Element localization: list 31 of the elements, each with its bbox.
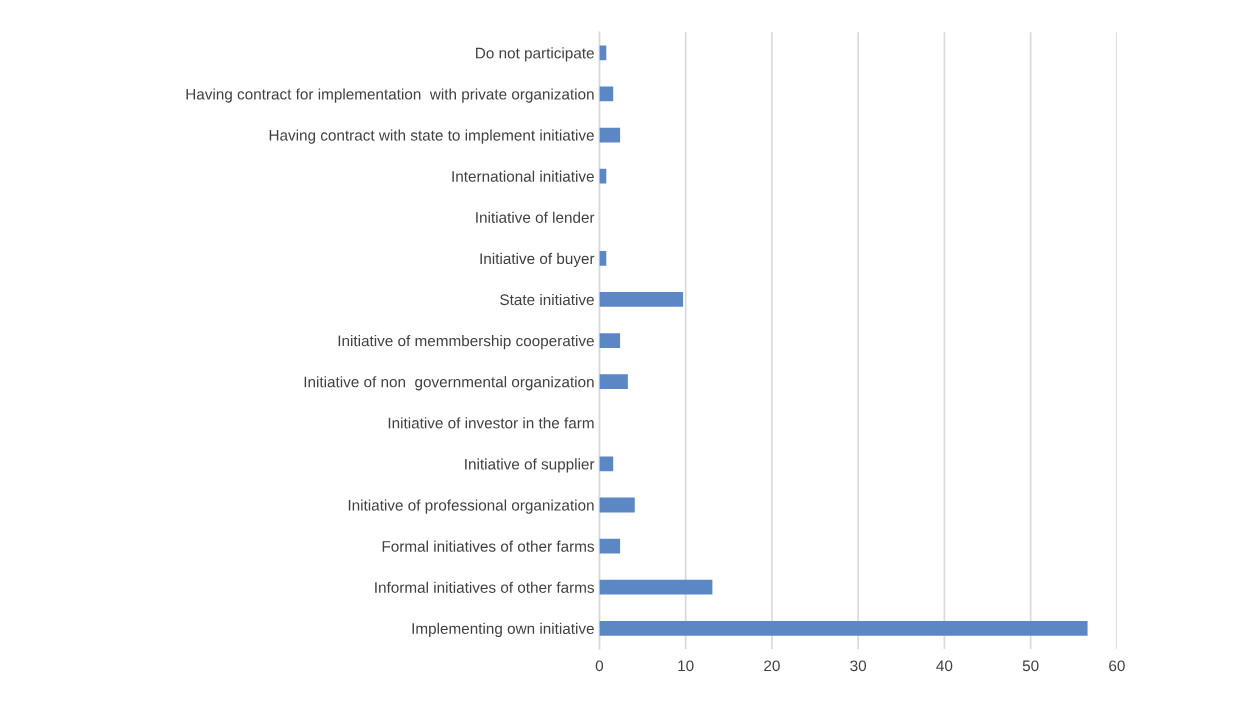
bar (599, 292, 684, 307)
x-tick-label: 0 (595, 660, 604, 672)
bar (599, 374, 628, 390)
y-tick-label: Initiative of memmbership cooperative (338, 335, 594, 350)
y-tick-label: Having contract with state to implement initiative (269, 129, 594, 144)
y-tick-label: Implementing own initiative (412, 622, 594, 638)
bar (599, 579, 713, 595)
bar (599, 497, 635, 513)
y-tick-label: Having contract for implementation with private organization (186, 88, 594, 103)
y-tick-label: Initiative of supplier (465, 458, 595, 473)
y-tick-label: Formal initiatives of other farms (382, 540, 594, 552)
x-tick-label: 30 (850, 660, 867, 672)
y-tick-label: International initiative (452, 170, 594, 182)
y-tick-label: Initiative of lender (476, 211, 595, 223)
bar (599, 538, 621, 554)
y-tick-label: State initiative (500, 293, 594, 306)
y-tick-label: Informal initiatives of other farms (375, 581, 595, 593)
bar (599, 333, 621, 348)
y-tick-label: Initiative of professional organization (348, 499, 594, 514)
x-tick-label: 10 (678, 660, 694, 672)
bar (599, 456, 614, 472)
y-tick-label: Initiative of buyer (480, 252, 595, 268)
y-tick-label: Do not participate (476, 47, 594, 62)
x-tick-label: 50 (1022, 660, 1039, 672)
y-tick-label: Initiative of investor in the farm (388, 417, 594, 429)
y-tick-label: Initiative of non governmental organization (304, 376, 594, 391)
x-tick-label: 20 (764, 660, 780, 672)
x-tick-label: 60 (1109, 660, 1125, 672)
x-tick-label: 40 (936, 660, 953, 672)
bar (599, 127, 621, 143)
bar (599, 620, 1088, 636)
